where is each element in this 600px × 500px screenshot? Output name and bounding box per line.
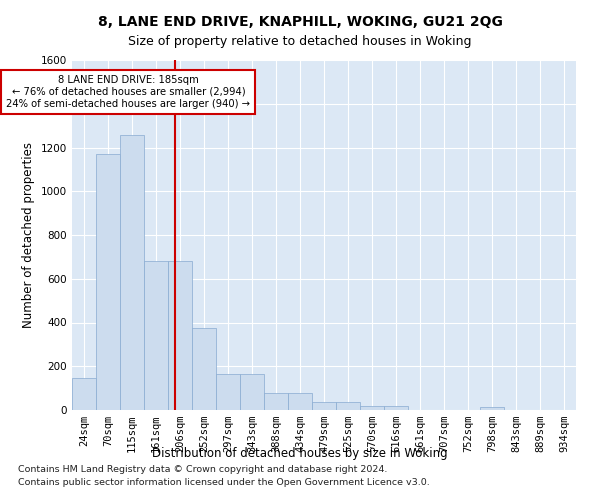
Text: Distribution of detached houses by size in Woking: Distribution of detached houses by size … [152, 448, 448, 460]
Text: 8, LANE END DRIVE, KNAPHILL, WOKING, GU21 2QG: 8, LANE END DRIVE, KNAPHILL, WOKING, GU2… [98, 15, 502, 29]
Bar [216, 374, 240, 410]
Text: Contains public sector information licensed under the Open Government Licence v3: Contains public sector information licen… [18, 478, 430, 487]
Bar [192, 328, 216, 410]
Bar [240, 374, 264, 410]
Bar [264, 392, 288, 410]
Bar [144, 261, 168, 410]
Text: Contains HM Land Registry data © Crown copyright and database right 2024.: Contains HM Land Registry data © Crown c… [18, 466, 388, 474]
Text: Size of property relative to detached houses in Woking: Size of property relative to detached ho… [128, 35, 472, 48]
Bar [360, 406, 384, 410]
Bar [168, 261, 192, 410]
Text: 8 LANE END DRIVE: 185sqm
← 76% of detached houses are smaller (2,994)
24% of sem: 8 LANE END DRIVE: 185sqm ← 76% of detach… [7, 76, 250, 108]
Bar [288, 392, 312, 410]
Bar [96, 154, 120, 410]
Bar [120, 136, 144, 410]
Bar [336, 402, 360, 410]
Bar [72, 378, 96, 410]
Bar [384, 406, 408, 410]
Bar [312, 402, 336, 410]
Bar [480, 406, 504, 410]
Y-axis label: Number of detached properties: Number of detached properties [22, 142, 35, 328]
